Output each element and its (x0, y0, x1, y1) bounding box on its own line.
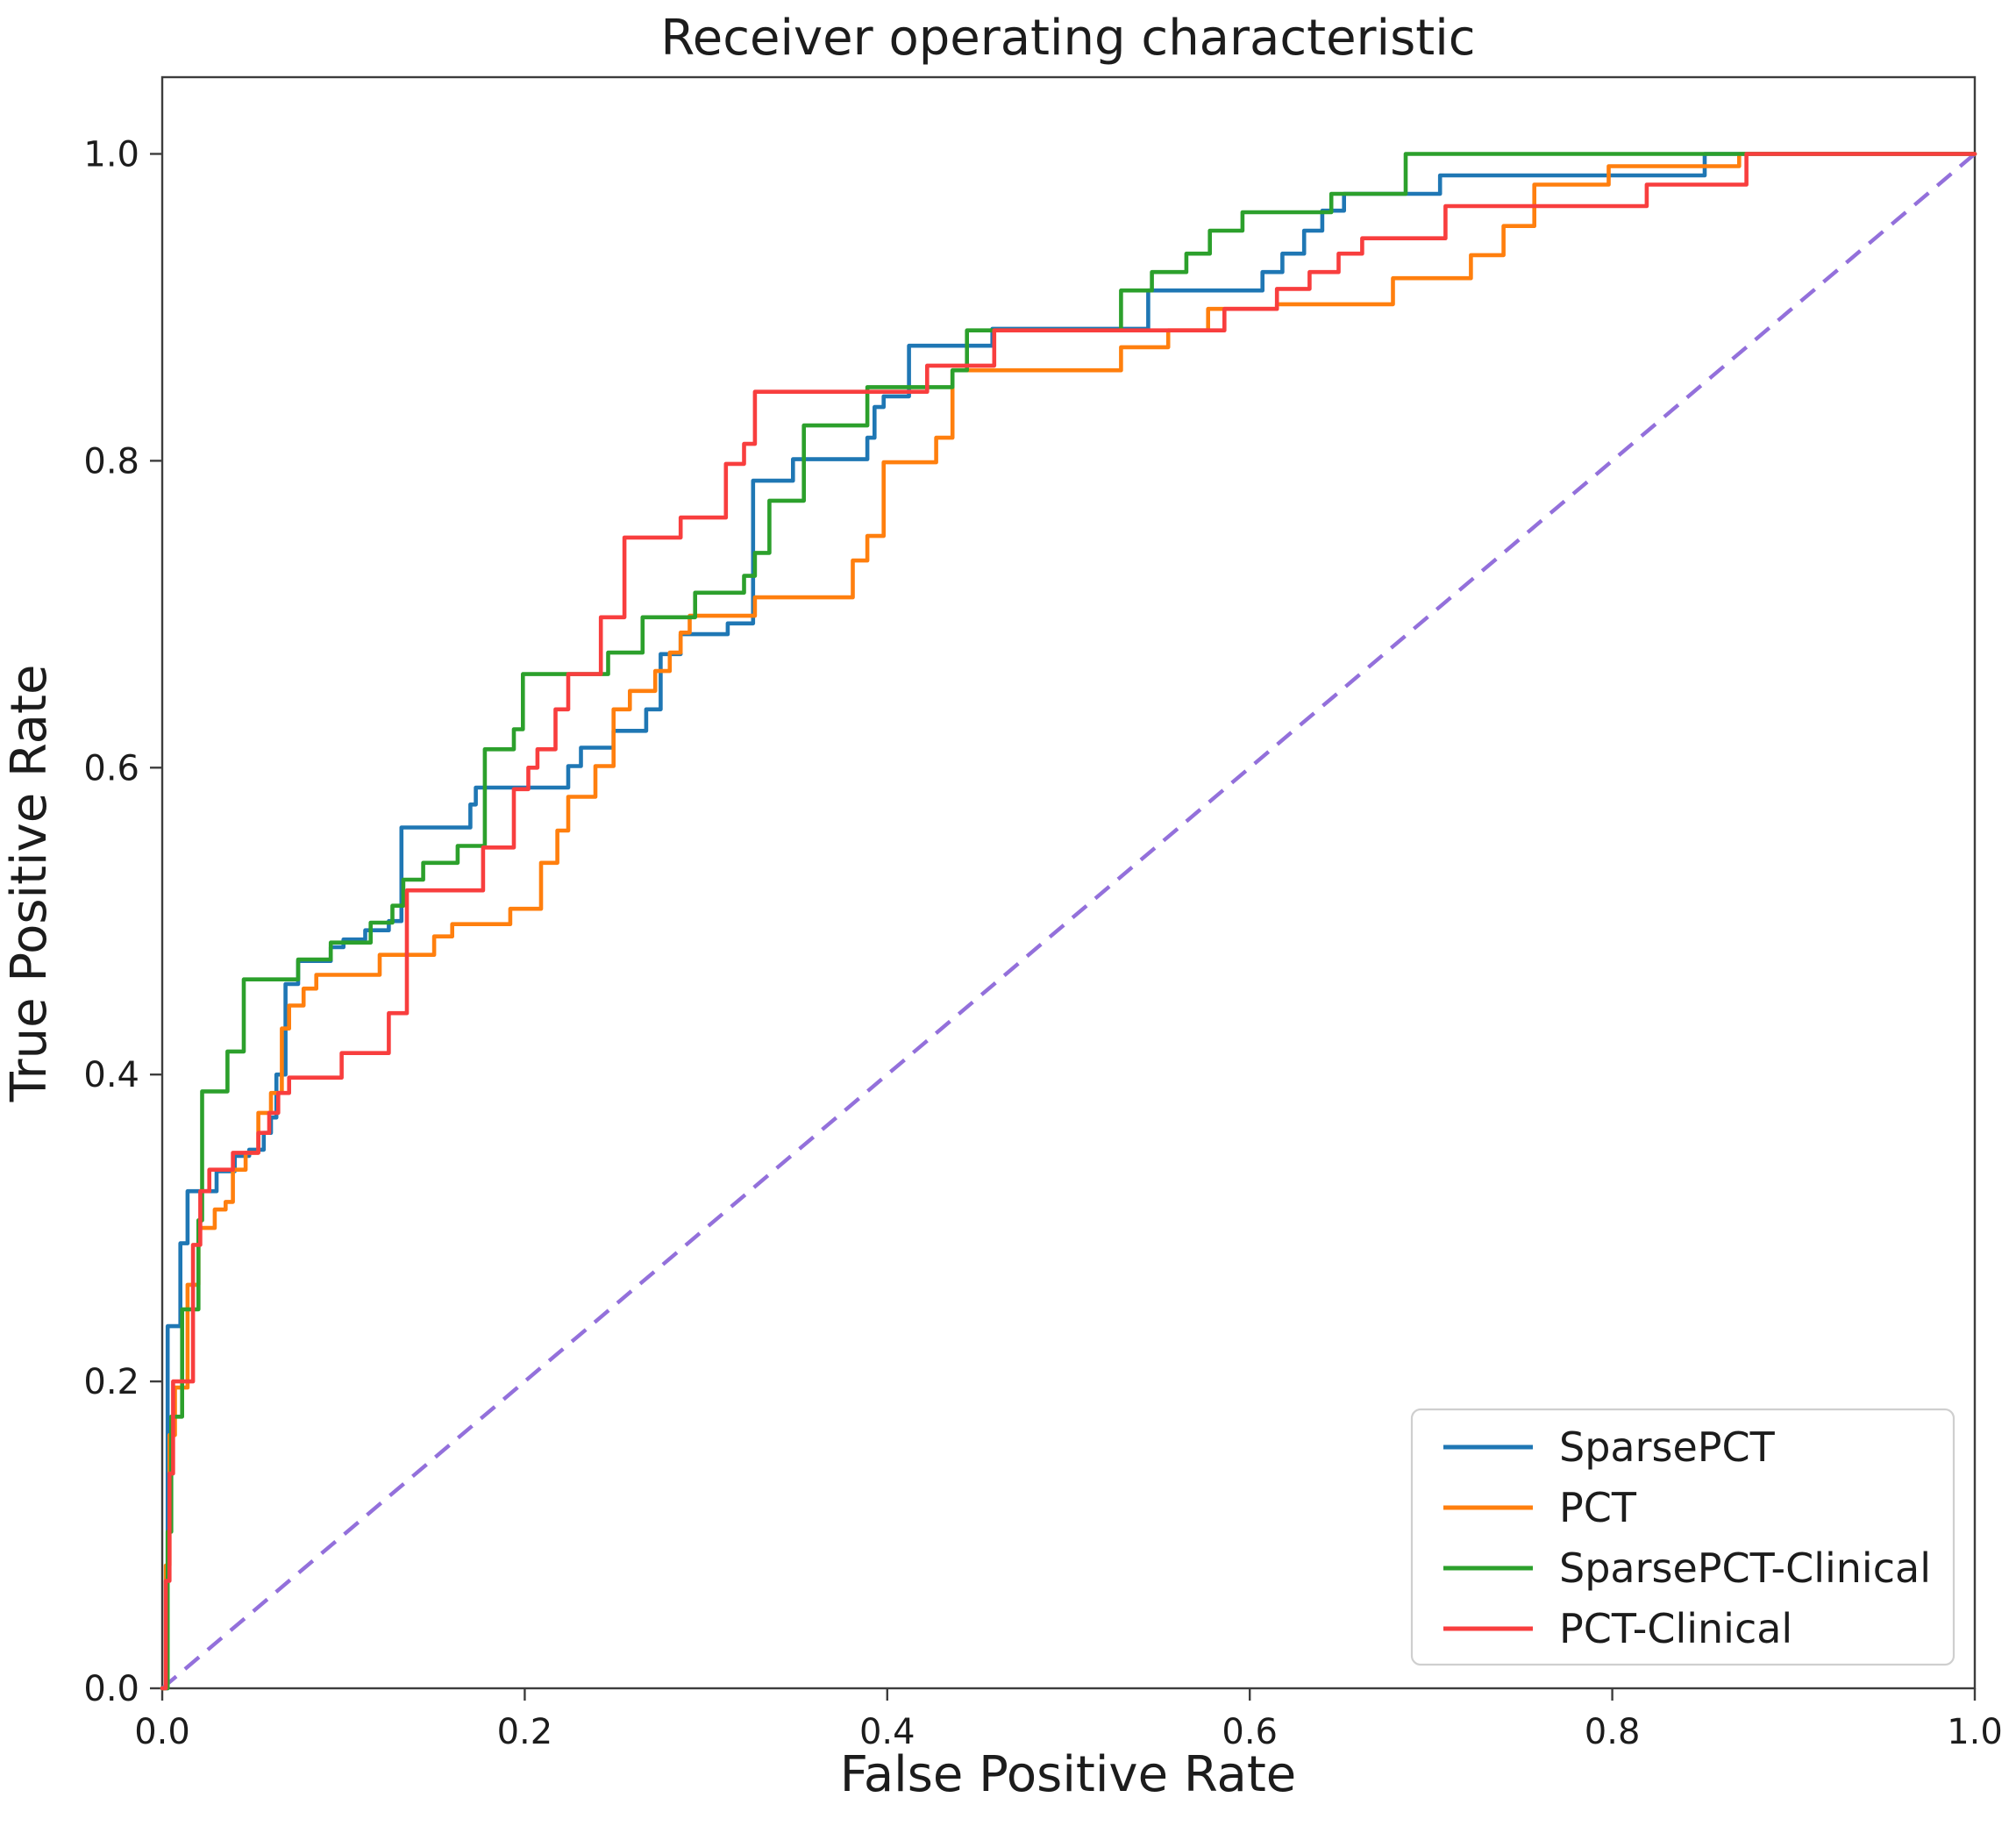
legend-item: PCT (1443, 1484, 1637, 1531)
legend-item: SparsePCT (1443, 1423, 1776, 1471)
x-tick-label: 1.0 (1947, 1712, 2003, 1752)
y-tick-label: 0.8 (83, 441, 139, 481)
y-tick-label: 1.0 (83, 134, 139, 175)
roc-curve-SparsePCT-Clinical (160, 152, 1977, 1691)
legend-label: SparsePCT-Clinical (1559, 1544, 1931, 1592)
roc-curve-SparsePCT (160, 152, 1977, 1691)
y-tick-label: 0.0 (83, 1669, 139, 1709)
roc-curves (160, 152, 1977, 1691)
roc-curve-PCT-Clinical (160, 152, 1977, 1691)
chance-diagonal-line (160, 152, 1977, 1690)
x-tick-label: 0.6 (1222, 1712, 1278, 1752)
axis-ticks: 0.0 0.2 0.4 0.6 0.8 1.0 0.0 0.2 0.4 0.6 0.8 1.0 (83, 134, 2002, 1752)
y-axis-label: True Positive Rate (1, 665, 58, 1103)
roc-curve-PCT (160, 152, 1977, 1691)
x-tick-label: 0.0 (134, 1712, 190, 1752)
legend-item: PCT-Clinical (1443, 1605, 1792, 1652)
legend-label: PCT (1559, 1484, 1637, 1531)
chance-diagonal (160, 152, 1977, 1690)
y-tick-label: 0.4 (83, 1055, 139, 1095)
axes-frame (160, 75, 1977, 1690)
y-tick-label: 0.6 (83, 748, 139, 788)
legend-label: PCT-Clinical (1559, 1605, 1792, 1652)
x-tick-label: 0.8 (1585, 1712, 1641, 1752)
legend-box (1410, 1408, 1955, 1666)
legend: SparsePCT PCT SparsePCT-Clinical PCT-Clinic… (1410, 1408, 1955, 1666)
x-tick-label: 0.2 (497, 1712, 553, 1752)
chart-title: Receiver operating characteristic (660, 10, 1475, 67)
legend-label: SparsePCT (1559, 1423, 1776, 1471)
x-tick-label: 0.4 (859, 1712, 915, 1752)
y-tick-label: 0.2 (83, 1362, 139, 1402)
legend-item: SparsePCT-Clinical (1443, 1544, 1931, 1592)
plot-frame (160, 75, 1977, 1690)
x-axis-label: False Positive Rate (840, 1746, 1296, 1803)
